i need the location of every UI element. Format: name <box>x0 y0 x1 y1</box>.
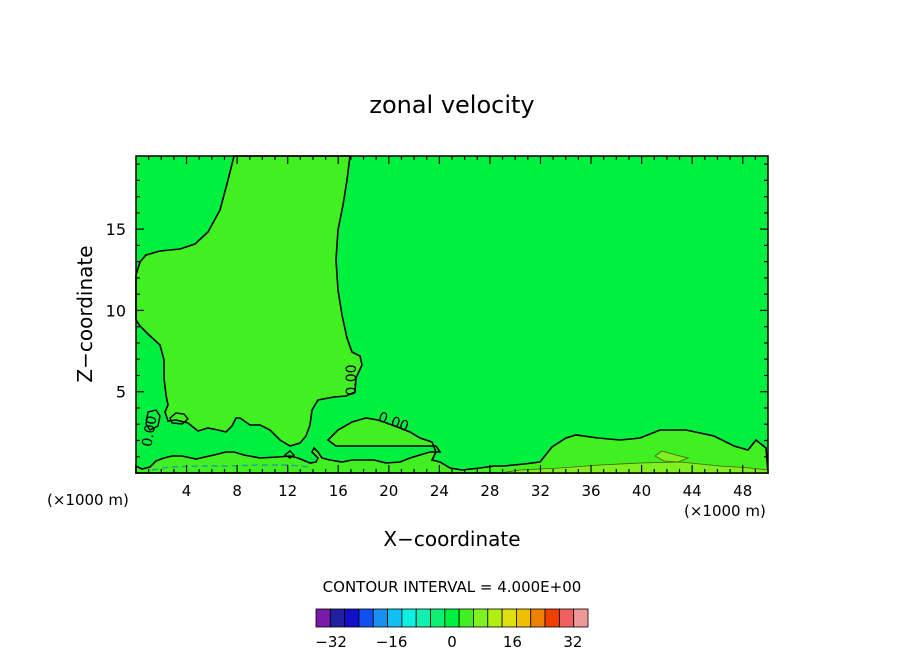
colorbar-swatch <box>329 608 346 628</box>
colorbar-swatch <box>501 608 517 628</box>
positive-patch <box>654 450 690 463</box>
colorbar-swatch <box>558 608 575 628</box>
y-tick-label: 15 <box>106 220 126 239</box>
contour-interval-text: CONTOUR INTERVAL = 4.000E+00 <box>323 578 582 596</box>
x-axis-ticks: 4 8 12 16 20 24 28 32 36 40 44 48 <box>148 156 756 500</box>
chart-title: zonal velocity <box>369 91 534 119</box>
y-tick-label: 10 <box>106 301 126 320</box>
x-tick-label: 12 <box>278 482 297 500</box>
small-contour-3 <box>145 409 161 431</box>
colorbar-swatch <box>430 608 446 628</box>
x-tick-label: 16 <box>329 482 348 500</box>
small-contour-2 <box>283 450 296 459</box>
x-tick-label: 48 <box>733 482 752 500</box>
colorbar-swatch <box>444 608 460 628</box>
x-unit-left: (×1000 m) <box>47 491 129 509</box>
colorbar-tick-label: −16 <box>376 633 408 651</box>
y-axis-label: Z−coordinate <box>73 245 97 382</box>
x-tick-label: 8 <box>232 482 242 500</box>
colorbar-tick-label: 16 <box>503 633 522 651</box>
small-contour-1 <box>169 412 189 425</box>
y-tick-label: 5 <box>116 383 126 402</box>
colorbar-swatch <box>530 608 546 628</box>
y-axis-ticks: 5 10 15 <box>106 163 768 458</box>
colorbar-swatch <box>487 608 503 628</box>
colorbar-swatch <box>415 608 431 628</box>
colorbar-swatch <box>473 608 489 628</box>
colorbar-swatch <box>573 608 589 628</box>
colorbar-swatch <box>358 608 374 628</box>
x-unit-right: (×1000 m) <box>684 502 766 520</box>
x-tick-label: 28 <box>480 482 499 500</box>
x-tick-label: 4 <box>182 482 192 500</box>
x-tick-label: 44 <box>683 482 702 500</box>
colorbar-tick-label: −32 <box>315 633 347 651</box>
x-tick-label: 32 <box>531 482 550 500</box>
colorbar-swatch <box>344 608 360 628</box>
x-tick-label: 20 <box>379 482 398 500</box>
colorbar-tick-label: 0 <box>447 633 457 651</box>
colorbar <box>315 608 589 628</box>
positive-region-lower <box>135 417 769 474</box>
colorbar-swatch <box>458 608 474 628</box>
x-tick-label: 24 <box>430 482 449 500</box>
contour-label: 0.00 <box>344 364 360 395</box>
x-tick-label: 36 <box>581 482 600 500</box>
colorbar-swatch <box>516 608 532 628</box>
colorbar-tick-label: 32 <box>563 633 582 651</box>
colorbar-swatch <box>387 608 403 628</box>
colorbar-swatch <box>315 608 331 628</box>
colorbar-swatch <box>372 608 388 628</box>
x-axis-label: X−coordinate <box>383 527 520 551</box>
colorbar-swatch <box>401 608 417 628</box>
colorbar-labels: −32 −16 0 16 32 <box>315 633 582 651</box>
contour-label: 0.00 <box>139 415 160 448</box>
x-tick-label: 40 <box>632 482 651 500</box>
colorbar-swatch <box>544 608 560 628</box>
